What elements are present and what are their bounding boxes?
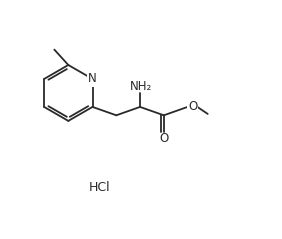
Text: O: O — [159, 132, 168, 145]
Text: NH₂: NH₂ — [129, 80, 152, 93]
Text: O: O — [188, 100, 197, 113]
Text: N: N — [88, 72, 97, 86]
Text: HCl: HCl — [88, 181, 110, 195]
